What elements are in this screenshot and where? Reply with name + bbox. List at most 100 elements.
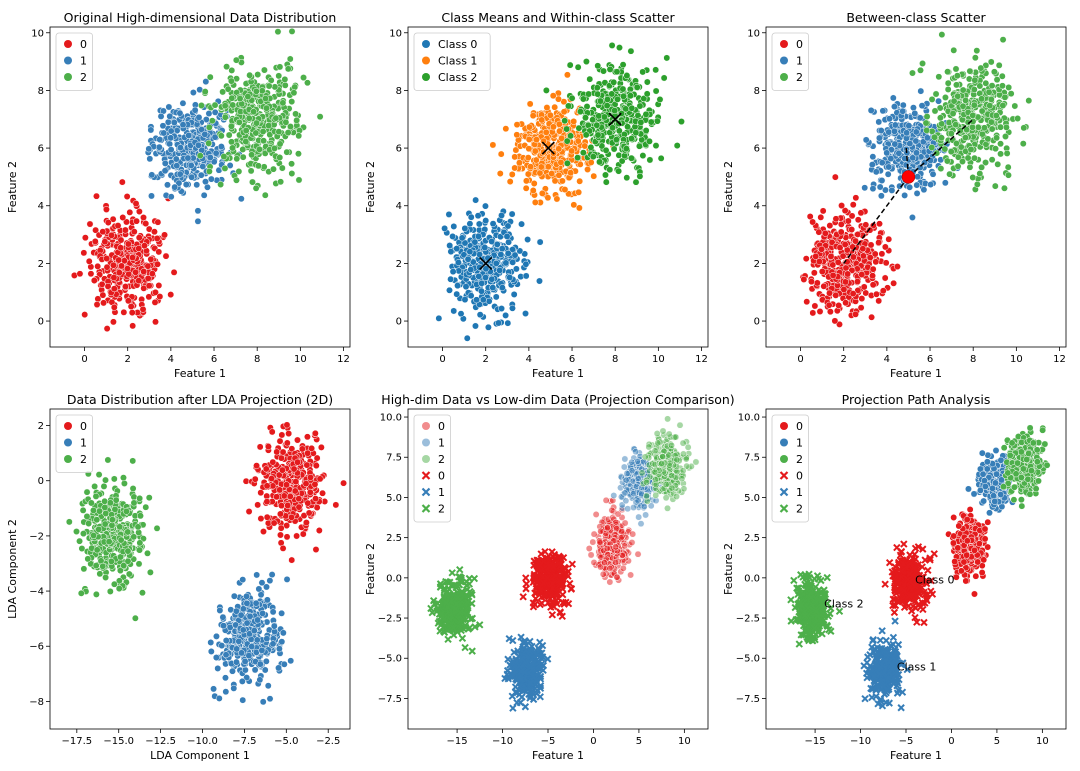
y-tick-label: −2 [29, 531, 44, 542]
scatter-point [124, 528, 132, 536]
scatter-point [531, 198, 539, 206]
scatter-point [882, 259, 890, 267]
scatter-point [112, 496, 120, 504]
scatter-point [869, 265, 877, 273]
scatter-point [340, 479, 348, 487]
scatter-point [124, 297, 132, 305]
scatter-point [837, 220, 845, 228]
scatter-point [530, 180, 538, 187]
scatter-point [162, 252, 170, 260]
scatter-point [1002, 123, 1010, 131]
scatter-point [135, 277, 143, 285]
scatter-point [228, 66, 236, 74]
scatter-point [144, 274, 152, 282]
scatter-point [978, 163, 986, 171]
scatter-point [647, 118, 655, 126]
scatter-point [988, 156, 996, 164]
scatter-point [987, 118, 995, 126]
x-axis-label: Feature 1 [174, 367, 226, 380]
scatter-point [91, 482, 99, 490]
y-tick-label: 10 [747, 28, 760, 39]
scatter-point [276, 63, 284, 71]
scatter-point [157, 112, 165, 120]
scatter-point [878, 177, 886, 184]
scatter-point [859, 252, 867, 260]
scatter-point [977, 64, 985, 72]
scatter-point [205, 110, 213, 117]
class-mean-marker [541, 141, 555, 155]
scatter-point [245, 508, 253, 515]
scatter-point [875, 297, 883, 305]
scatter-point [800, 276, 808, 283]
scatter-point [923, 126, 931, 134]
scatter-point [506, 178, 514, 186]
scatter-point [252, 184, 260, 192]
x-tick-label: 0 [797, 354, 803, 365]
scatter-point [300, 74, 307, 82]
scatter-point [79, 506, 87, 514]
scatter-point [90, 277, 98, 284]
scatter-point [643, 90, 651, 98]
scatter-point [159, 122, 167, 130]
scatter-point [230, 592, 238, 600]
scatter-point [130, 533, 138, 541]
scatter-point [632, 178, 640, 186]
scatter-point [210, 158, 218, 166]
scatter-point [868, 313, 876, 321]
scatter-point [489, 220, 497, 228]
scatter-point [565, 102, 572, 110]
legend-marker [780, 73, 788, 81]
scatter-point [606, 65, 614, 73]
scatter-point [601, 113, 608, 121]
scatter-point [854, 230, 862, 238]
scatter-point [997, 150, 1005, 158]
scatter-point [954, 162, 962, 170]
scatter-point [278, 466, 286, 474]
scatter-point [609, 124, 617, 132]
scatter-point [128, 309, 136, 317]
scatter-point [886, 115, 893, 123]
scatter-point [885, 235, 893, 243]
scatter-point [294, 436, 301, 444]
scatter-point [103, 263, 111, 271]
scatter-point [263, 596, 271, 604]
scatter-point [447, 248, 455, 256]
scatter-point [973, 47, 981, 55]
scatter-point [271, 144, 278, 152]
y-tick-label: 6 [38, 144, 44, 155]
scatter-point [850, 253, 857, 261]
scatter-point [812, 252, 820, 260]
scatter-point [574, 154, 582, 162]
scatter-point [283, 522, 291, 530]
scatter-point [288, 27, 296, 35]
scatter-point [656, 96, 664, 103]
scatter-point [142, 503, 150, 511]
scatter-point [303, 433, 311, 441]
scatter-point [235, 118, 243, 126]
scatter-point [246, 630, 254, 638]
scatter-point [877, 127, 885, 135]
y-tick-label: 8 [396, 86, 402, 97]
scatter-point [584, 121, 592, 129]
scatter-point [215, 694, 223, 702]
scatter-point [854, 278, 861, 286]
scatter-point [997, 123, 1004, 131]
scatter-point [227, 77, 235, 85]
scatter-point [256, 443, 264, 451]
scatter-point [197, 102, 205, 109]
scatter-point [115, 256, 123, 264]
scatter-point [196, 152, 204, 160]
scatter-point [879, 107, 887, 115]
scatter-point [1001, 184, 1008, 192]
scatter-point [288, 98, 296, 106]
scatter-point [497, 251, 505, 258]
scatter-point [489, 284, 497, 292]
scatter-point [891, 103, 898, 111]
scatter-point [928, 95, 936, 103]
scatter-point [816, 308, 824, 315]
scatter-point [197, 171, 205, 179]
scatter-point [891, 127, 898, 135]
scatter-point [966, 163, 974, 171]
scatter-point [917, 66, 924, 74]
